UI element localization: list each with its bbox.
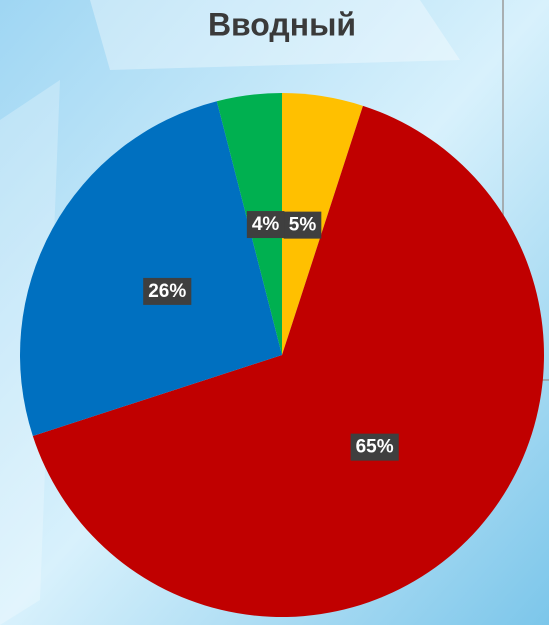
data-label: 65%: [356, 437, 394, 458]
data-label: 5%: [289, 215, 317, 236]
pie: [20, 93, 544, 617]
chart-title: Вводный: [208, 6, 356, 42]
data-label: 26%: [148, 281, 186, 302]
chart: Вводный 5% 65% 26% 4%: [0, 0, 549, 625]
data-label: 4%: [252, 214, 280, 235]
